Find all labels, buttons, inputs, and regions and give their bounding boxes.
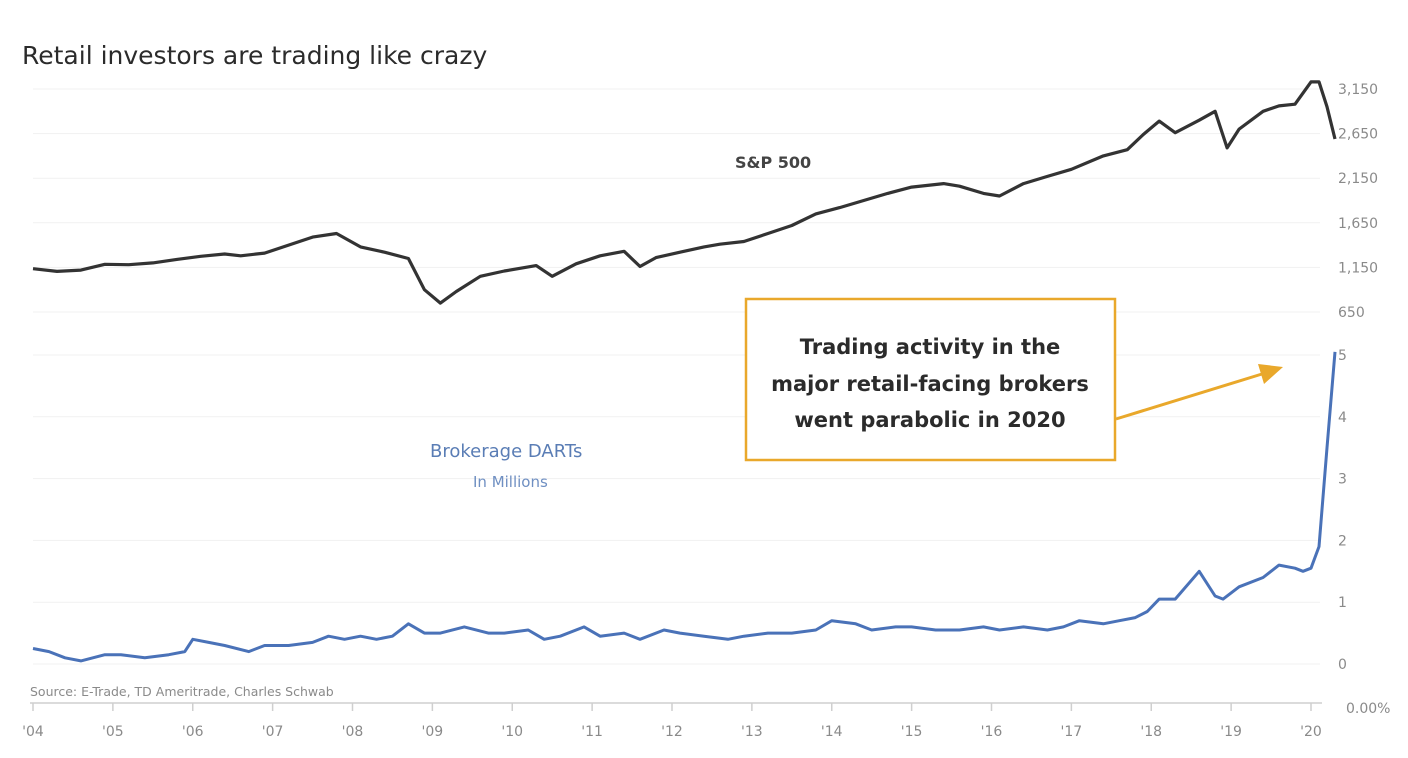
annotation-line-2: major retail-facing brokers — [771, 372, 1089, 396]
darts-label: Brokerage DARTs — [430, 441, 582, 462]
x-tick-label: '06 — [182, 724, 204, 740]
source-note: Source: E-Trade, TD Ameritrade, Charles … — [30, 684, 334, 699]
x-axis: '04 '05 '06 '07 '08 '09 '10 '11 '12 '13 '14 '15 '16 '… — [22, 701, 1390, 740]
y-tick-label-sp500: 2,150 — [1338, 171, 1378, 187]
sp500-line — [32, 80, 1337, 305]
annotation-box — [744, 297, 1117, 462]
annotation-line-3: went parabolic in 2020 — [794, 408, 1065, 432]
x-tick-label: '15 — [901, 724, 923, 740]
x-tick-label: '04 — [22, 724, 44, 740]
x-tick-label: '19 — [1220, 724, 1242, 740]
y-tick-label-sp500: 1,150 — [1338, 260, 1378, 276]
x-tick-label: '17 — [1061, 724, 1083, 740]
x-tick-label: '11 — [581, 724, 603, 740]
annotation-arrow-shaft — [1115, 372, 1263, 421]
annotation-arrowhead-icon — [1258, 364, 1283, 384]
y-axis-darts: 5 4 3 2 1 0 — [1338, 348, 1347, 673]
y-tick-label-darts: 4 — [1338, 410, 1347, 426]
y-tick-label-sp500: 3,150 — [1338, 82, 1378, 98]
x-tick-label: '13 — [741, 724, 763, 740]
x-tick-label: '20 — [1300, 724, 1322, 740]
x-tick-label: '18 — [1140, 724, 1162, 740]
annotation-line-1: Trading activity in the — [800, 335, 1061, 359]
darts-sublabel: In Millions — [473, 473, 548, 491]
x-tick-label: '05 — [102, 724, 124, 740]
chart-title: Retail investors are trading like crazy — [22, 41, 487, 70]
y-tick-label-darts: 2 — [1338, 533, 1347, 549]
x-tick-label: '16 — [981, 724, 1003, 740]
y-tick-label-darts: 0 — [1338, 657, 1347, 673]
x-tick-label: '09 — [422, 724, 444, 740]
gridlines — [33, 88, 1320, 665]
x-tick-label: '08 — [342, 724, 364, 740]
y-tick-label-darts: 5 — [1338, 348, 1347, 364]
x-tick-label: '10 — [501, 724, 523, 740]
y-tick-label-darts: 3 — [1338, 472, 1347, 488]
y-tick-label-darts: 1 — [1338, 595, 1347, 611]
x-tick-label: '12 — [661, 724, 683, 740]
darts-line — [32, 351, 1337, 663]
y-axis-sp500: 3,150 2,650 2,150 1,650 1,150 650 — [1338, 82, 1378, 321]
x-tick-label: '07 — [262, 724, 284, 740]
baseline-label: 0.00% — [1346, 701, 1390, 717]
y-tick-label-sp500: 1,650 — [1338, 216, 1378, 232]
annotation-callout: Trading activity in the major retail-fac… — [744, 297, 1283, 462]
y-tick-label-sp500: 2,650 — [1338, 127, 1378, 143]
y-tick-label-sp500: 650 — [1338, 305, 1365, 321]
x-tick-label: '14 — [821, 724, 843, 740]
sp500-label: S&P 500 — [735, 153, 811, 172]
